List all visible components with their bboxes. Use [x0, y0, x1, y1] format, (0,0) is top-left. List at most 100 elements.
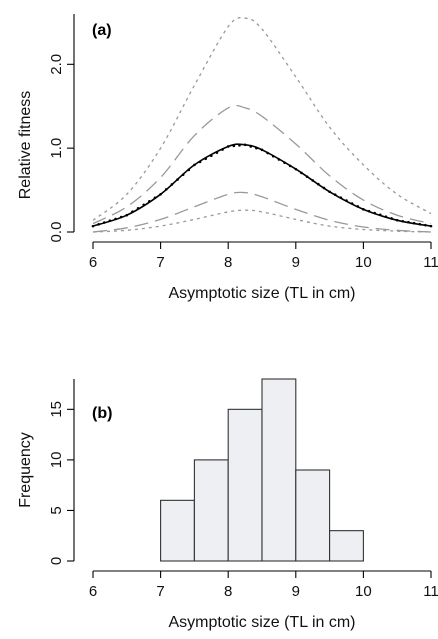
panel-a-x-tick-label: 9: [292, 254, 300, 271]
panel-a-series-1-point: [311, 179, 315, 182]
panel-a-series-1-point: [176, 178, 179, 181]
panel-a-series-1-point: [232, 144, 236, 148]
panel-a-y-tick-label: 0.0: [48, 222, 65, 243]
panel-a-series-1-point: [249, 145, 253, 148]
panel-a-series-1-point: [210, 154, 213, 157]
panel-a-series-1-point: [243, 143, 247, 147]
panel-b-bar: [227, 408, 263, 562]
panel-a-series-1-point: [164, 188, 168, 191]
panel-a-series-1-point: [333, 193, 337, 196]
panel-b-x-tick-label: 9: [292, 583, 300, 600]
panel-a-series-1-point: [97, 223, 100, 226]
panel-a-series-1-point: [356, 205, 360, 208]
panel-b-bar: [295, 469, 331, 562]
panel-a-series-1-point: [131, 210, 134, 214]
panel-a-series-1-point: [384, 215, 388, 218]
panel-a-x-ticks: 6 7 8 9 10 11: [89, 242, 438, 271]
panel-b-bar: [160, 499, 195, 562]
panel-a-series-1-point: [142, 203, 145, 207]
panel-a-series-1-point: [255, 146, 258, 150]
panel-a-series-1-point: [379, 213, 382, 217]
panel-a-series-1-point: [407, 220, 410, 224]
panel-a-series-1-point: [204, 157, 207, 161]
panel-a-series-1-point: [159, 192, 162, 196]
panel-a-series-1-point: [305, 175, 309, 178]
panel-a-series-1-point: [102, 221, 106, 224]
panel-a-x-tick-label: 10: [355, 254, 372, 271]
panel-a-series-1-point: [108, 219, 112, 222]
panel-a-series-1-point: [317, 182, 320, 186]
panel-a-series-1-point: [350, 202, 354, 205]
panel-a-series-1-point: [288, 164, 292, 168]
panel-a-series-1-point: [424, 223, 427, 227]
panel-b-y-axis-title: Frequency: [17, 432, 34, 508]
panel-a-series-1-point: [198, 160, 202, 164]
panel-a-series-1-point: [277, 158, 281, 161]
panel-a-series-1-point: [136, 206, 140, 210]
panel-a-x-tick-label: 6: [89, 254, 97, 271]
panel-a-line-chart: 6 7 8 9 10 11 0.0 1.0 2.0 (a) Asymptotic size (…: [17, 14, 438, 302]
panel-a-series-1-point: [412, 221, 416, 225]
panel-a-series-1-point: [395, 218, 399, 222]
panel-a-series-1-point: [148, 199, 151, 203]
panel-a-series-1-point: [429, 224, 433, 228]
panel-b-y-tick-label: 10: [48, 452, 65, 469]
panel-a-series-1-point: [226, 145, 230, 148]
panel-b-x-tick-label: 7: [156, 583, 164, 600]
panel-a-series-1-point: [283, 161, 286, 164]
panel-a-series-4-line: [92, 17, 432, 221]
panel-a-series-1-point: [339, 196, 343, 199]
panel-b-y-ticks: 0 5 10 15: [48, 401, 74, 565]
panel-b-x-tick-label: 11: [423, 583, 438, 600]
panel-a-series-1-point: [322, 186, 326, 190]
panel-a-series-1-point: [91, 224, 95, 228]
panel-a-series-1-point: [153, 196, 157, 200]
panel-a-series-1-point: [362, 208, 365, 211]
panel-b-bar: [329, 530, 364, 562]
panel-a-series-1-point: [328, 190, 331, 194]
panel-b-histogram: 6 7 8 9 10 11 0 5 10 15 (b) Asymptotic size (TL …: [17, 378, 438, 631]
panel-a-y-axis-title: Relative fitness: [17, 91, 34, 200]
panel-b-x-tick-label: 8: [224, 583, 232, 600]
panel-a-series-1-point: [294, 167, 298, 171]
panel-a-series-1-point: [114, 217, 117, 221]
panel-a-label: (a): [92, 22, 112, 39]
panel-b-y-tick-label: 5: [48, 506, 65, 514]
panel-a-series-group: [91, 17, 433, 233]
panel-b-y-tick-label: 15: [48, 401, 65, 418]
panel-a-series-1-point: [390, 217, 393, 220]
panel-a-series-1-point: [193, 163, 196, 167]
panel-a-series-1-point: [367, 209, 371, 213]
panel-a-y-tick-label: 1.0: [48, 138, 65, 159]
panel-b-label: (b): [92, 405, 112, 422]
panel-a-series-1-point: [418, 222, 422, 226]
panel-a-series-1-point: [125, 213, 129, 217]
panel-a-series-5-line: [92, 209, 432, 233]
panel-a-y-tick-label: 2.0: [48, 54, 65, 75]
panel-a-series-3-line: [92, 191, 432, 233]
panel-a-x-tick-label: 8: [224, 254, 232, 271]
panel-b-x-tick-label: 10: [355, 583, 372, 600]
panel-a-series-1-point: [187, 168, 191, 172]
panel-b-bar: [261, 378, 297, 562]
panel-b-x-axis-title: Asymptotic size (TL in cm): [169, 614, 356, 631]
panel-a-series-0-line: [92, 143, 432, 227]
panel-a-series-1-point: [401, 219, 405, 223]
panel-a-x-axis-title: Asymptotic size (TL in cm): [169, 285, 356, 302]
panel-a-series-1-point: [221, 148, 224, 151]
panel-a-y-ticks: 0.0 1.0 2.0: [48, 54, 74, 243]
panel-a-series-1-point: [266, 151, 269, 155]
panel-a-series-1-point: [215, 151, 219, 154]
panel-a-x-tick-label: 11: [423, 254, 438, 271]
panel-a-series-1-point: [181, 173, 185, 177]
panel-b-bars-group: [160, 378, 364, 562]
panel-a-series-1-point: [345, 199, 348, 202]
panel-a-series-1-point: [260, 148, 264, 152]
panel-a-series-1-point: [373, 211, 376, 215]
panel-b-x-tick-label: 6: [89, 583, 97, 600]
panel-a-series-1-point: [271, 154, 275, 158]
panel-b-bar: [193, 459, 229, 562]
panel-b-y-tick-label: 0: [48, 557, 65, 565]
panel-a-series-1-point: [119, 215, 123, 219]
